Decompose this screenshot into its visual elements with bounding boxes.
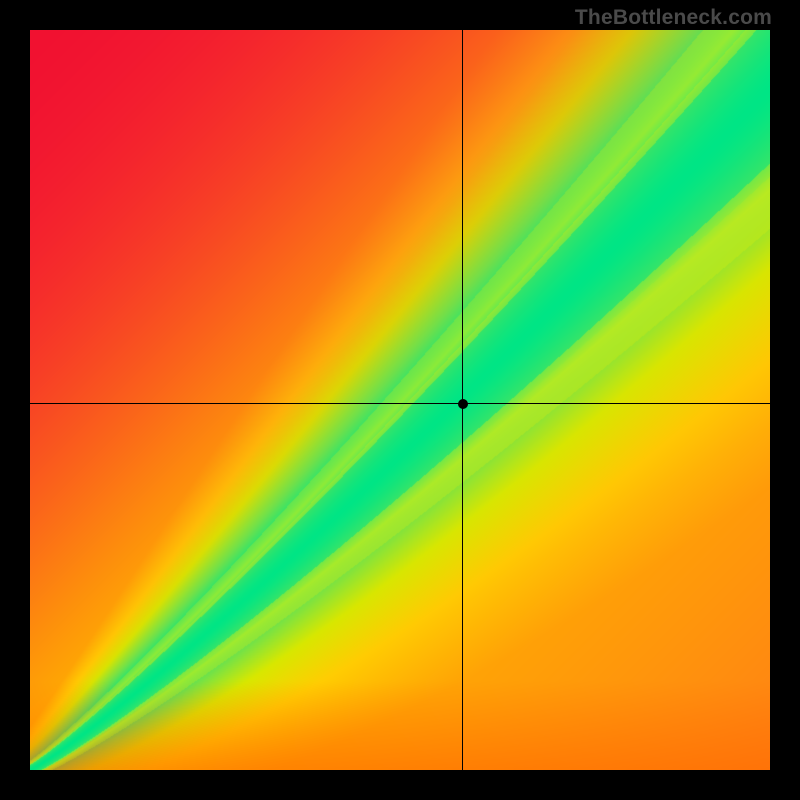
watermark-text: TheBottleneck.com bbox=[575, 6, 772, 30]
heatmap-canvas bbox=[30, 30, 770, 770]
crosshair-horizontal bbox=[30, 403, 770, 404]
marker-dot bbox=[458, 399, 468, 409]
heatmap-plot bbox=[30, 30, 770, 770]
